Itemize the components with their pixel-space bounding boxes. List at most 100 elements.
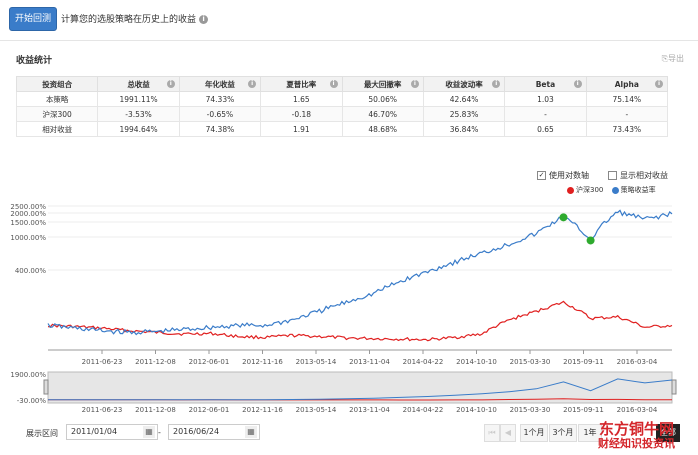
relative-label: 显示相对收益 [620, 171, 668, 180]
export-icon: ⎘ [661, 54, 668, 63]
range-label: 展示区间 [26, 429, 58, 438]
range-3m-button[interactable]: 3个月 [549, 424, 577, 442]
col-header: 夏普比率 i [260, 76, 343, 92]
table-row: 相对收益 1994.64% 74.38% 1.91 48.68% 36.84% … [15, 121, 669, 137]
legend-label: 策略收益率 [620, 186, 656, 194]
nav-x-tick-label: 2014-10-10 [456, 406, 497, 414]
relative-return-toggle[interactable]: 显示相对收益 [608, 170, 668, 181]
checkbox-icon[interactable] [608, 171, 617, 180]
start-date-value: 2011/01/04 [71, 427, 118, 436]
nav-x-tick-label: 2013-11-04 [349, 406, 390, 414]
x-tick-label: 2015-09-11 [563, 358, 604, 366]
nav-x-tick-label: 2011-12-08 [135, 406, 176, 414]
end-date-input[interactable]: 2016/06/24 ▦ [168, 424, 260, 440]
table-cell: 25.83% [422, 106, 506, 122]
stats-table: 投资组合 总收益 i 年化收益 i 夏普比率 i 最大回撤率 i 收益波动率 i Beta… [15, 76, 669, 137]
table-row: 沪深300 -3.53% -0.65% -0.18 46.70% 25.83% … [15, 106, 669, 122]
x-tick-label: 2015-03-30 [510, 358, 551, 366]
nav-x-tick-label: 2015-03-30 [510, 406, 551, 414]
nav-x-tick-label: 2011-06-23 [82, 406, 123, 414]
calendar-icon[interactable]: ▦ [143, 426, 155, 438]
series-line-hs300 [47, 300, 673, 342]
watermark: 东方铜牛网 [599, 420, 675, 438]
log-axis-label: 使用对数轴 [549, 171, 589, 180]
col-header: 收益波动率 i [422, 76, 506, 92]
toolbar: 开始回测 计算您的选股策略在历史上的收益 i [0, 0, 698, 36]
info-icon[interactable]: i [492, 80, 501, 88]
calendar-icon[interactable]: ▦ [245, 426, 257, 438]
legend-dot-icon [567, 186, 574, 194]
watermark-sub: 财经知识投资讯 [598, 437, 675, 450]
legend-label: 沪深300 [576, 186, 604, 194]
nav-x-tick-label: 2012-11-16 [242, 406, 283, 414]
col-header: Beta i [504, 76, 587, 92]
nav-series-line [48, 378, 673, 401]
event-marker [586, 236, 595, 245]
table-cell: 1994.64% [97, 121, 180, 137]
x-tick-label: 2013-11-04 [349, 358, 390, 366]
info-icon[interactable]: i [248, 80, 257, 88]
divider [0, 40, 698, 41]
nav-y-tick-label: 1900.00% [10, 371, 46, 379]
range-1y-button[interactable]: 1年 [578, 424, 602, 442]
info-icon[interactable]: i [573, 80, 582, 88]
nav-x-tick-label: 2013-05-14 [296, 406, 337, 414]
x-tick-label: 2011-12-08 [135, 358, 176, 366]
nav-x-tick-label: 2012-06-01 [189, 406, 230, 414]
nav-x-tick-label: 2015-09-11 [563, 406, 604, 414]
table-cell: 48.68% [341, 121, 424, 137]
y-tick-label: 400.00% [15, 267, 46, 275]
end-date-value: 2016/06/24 [173, 427, 220, 436]
col-header: 总收益 i [97, 76, 180, 92]
export-button[interactable]: ⎘导出 [662, 53, 684, 64]
info-icon[interactable]: i [329, 80, 338, 88]
nav-x-tick-label: 2014-04-22 [403, 406, 444, 414]
table-cell: 1.91 [260, 121, 343, 137]
navigator-handle-right [671, 379, 677, 395]
legend-item[interactable]: 沪深300 [567, 186, 603, 194]
x-tick-label: 2016-03-04 [617, 358, 658, 366]
x-tick-label: 2012-06-01 [189, 358, 230, 366]
range-separator: - [158, 428, 161, 437]
x-tick-label: 2014-04-22 [403, 358, 444, 366]
y-tick-label: 2000.00% [10, 210, 46, 218]
col-header: 最大回撤率 i [341, 76, 424, 92]
info-icon[interactable]: i [410, 80, 419, 88]
col-header: 投资组合 [15, 76, 99, 92]
start-backtest-button[interactable]: 开始回测 [9, 7, 57, 31]
info-icon[interactable]: i [166, 80, 175, 88]
y-tick-label: 1500.00% [10, 219, 46, 227]
info-icon[interactable]: i [655, 80, 663, 88]
event-marker [559, 213, 568, 222]
range-all-button[interactable]: 全部 [656, 424, 680, 442]
x-tick-label: 2013-05-14 [296, 358, 337, 366]
first-page-icon[interactable]: ⏮ [484, 424, 500, 442]
y-tick-label: 2500.00% [10, 203, 46, 211]
y-tick-label: 1000.00% [10, 234, 46, 242]
table-row: 本策略 1991.11% 74.33% 1.65 50.06% 42.64% 1… [15, 91, 669, 107]
stats-title: 收益统计 [16, 56, 53, 66]
table-cell: 73.43% [585, 121, 669, 137]
log-axis-toggle[interactable]: ✓ 使用对数轴 [537, 170, 589, 181]
description-text: 计算您的选股策略在历史上的收益 [61, 15, 197, 25]
start-date-input[interactable]: 2011/01/04 ▦ [66, 424, 158, 440]
range-1m-button[interactable]: 1个月 [520, 424, 548, 442]
export-label: 导出 [668, 54, 684, 63]
navigator-window [47, 371, 673, 404]
main-chart[interactable]: 2500.00%2000.00%1500.00% 1000.00% 400.00% 2… [0, 0, 698, 420]
legend-item[interactable]: 策略收益率 [611, 186, 656, 194]
toolbar-description: 计算您的选股策略在历史上的收益 i [61, 12, 209, 25]
table-cell: 0.65 [504, 121, 587, 137]
table-cell: 36.84% [422, 121, 506, 137]
table-cell: 沪深300 [15, 106, 99, 122]
prev-page-icon[interactable]: ◀ [500, 424, 516, 442]
nav-x-tick-label: 2016-03-04 [617, 406, 658, 414]
col-header: 年化收益 i [178, 76, 262, 92]
x-tick-label: 2012-11-16 [242, 358, 283, 366]
navigator-handle-left [43, 379, 49, 395]
chart-legend: 沪深300 策略收益率 [567, 185, 656, 195]
nav-y-tick-label: -30.00% [17, 397, 47, 405]
checkbox-checked-icon[interactable]: ✓ [537, 171, 546, 180]
info-icon[interactable]: i [199, 15, 209, 24]
legend-dot-icon [611, 186, 619, 194]
